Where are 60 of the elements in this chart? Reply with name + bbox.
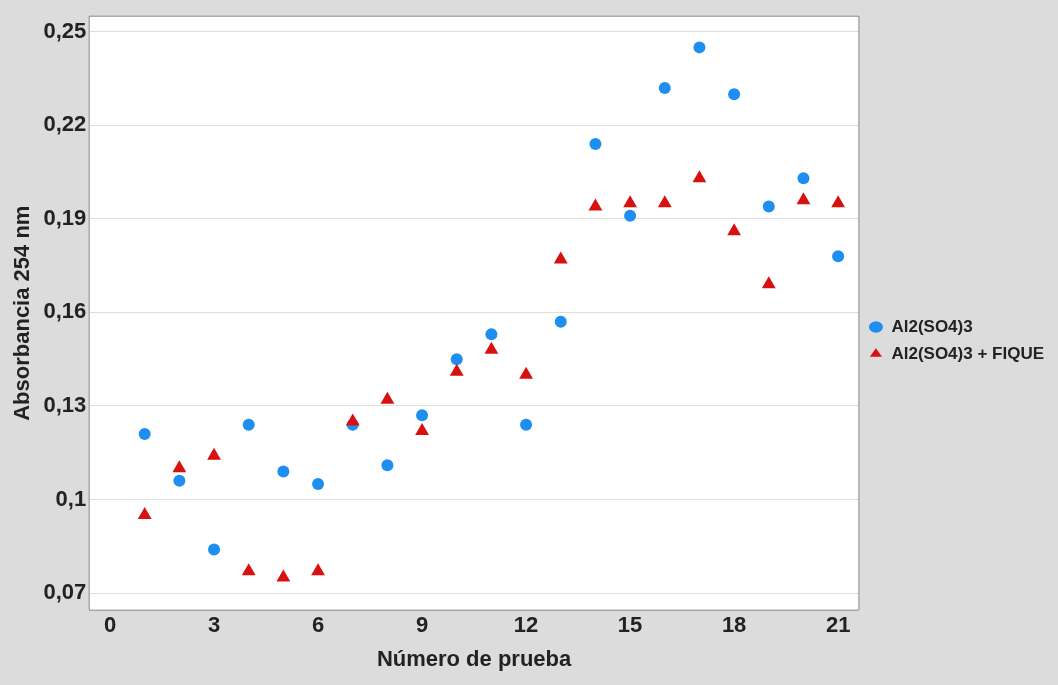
y-tick-label: 0,07 <box>43 579 87 605</box>
point <box>415 422 429 435</box>
x-tick-label: 21 <box>825 612 851 638</box>
point <box>380 391 395 404</box>
x-tick-label: 12 <box>513 612 539 638</box>
point <box>485 328 498 341</box>
x-axis-title: Número de prueba <box>376 645 573 671</box>
point <box>554 315 567 328</box>
y-tick-label: 0,19 <box>43 204 87 230</box>
point <box>797 172 810 185</box>
y-tick-label: 0,1 <box>55 485 87 511</box>
point <box>588 198 603 211</box>
x-tick-label: 18 <box>721 612 747 638</box>
point <box>623 195 638 208</box>
x-tick-label: 15 <box>617 612 643 638</box>
x-tick-label: 9 <box>415 612 429 638</box>
x-tick-label: 6 <box>311 612 325 638</box>
point <box>520 418 533 431</box>
point <box>138 428 151 441</box>
point <box>589 138 602 151</box>
x-tick-label: 3 <box>207 612 221 638</box>
point <box>345 413 360 426</box>
point <box>727 223 742 236</box>
point <box>692 170 707 183</box>
point <box>312 477 325 490</box>
point <box>450 353 463 366</box>
legend-label: Al2(SO4)3 + FIQUE <box>891 343 1045 363</box>
point <box>553 251 568 264</box>
point <box>693 41 706 54</box>
point <box>624 209 637 222</box>
point <box>241 563 256 576</box>
point <box>416 409 429 422</box>
legend-label: Al2(SO4)3 <box>891 316 973 336</box>
y-tick-label: 0,16 <box>43 298 87 324</box>
point <box>207 447 221 460</box>
point <box>173 474 186 487</box>
point <box>728 88 741 101</box>
point <box>762 200 775 213</box>
y-tick-label: 0,22 <box>43 111 87 137</box>
point <box>658 81 671 94</box>
point <box>832 250 845 263</box>
point <box>242 418 255 431</box>
point <box>519 366 534 379</box>
point <box>208 543 221 556</box>
point <box>484 341 499 354</box>
point <box>311 563 325 576</box>
point <box>277 465 290 478</box>
x-tick-label: 0 <box>103 612 117 638</box>
point <box>657 195 672 208</box>
y-tick-label: 0,25 <box>43 17 87 43</box>
point <box>381 459 394 472</box>
point <box>831 195 846 208</box>
y-tick-label: 0,13 <box>43 392 87 418</box>
point <box>796 192 811 205</box>
point <box>276 569 291 582</box>
point <box>449 363 464 376</box>
point <box>761 276 776 289</box>
point <box>137 507 152 520</box>
point <box>172 460 187 473</box>
y-axis-title: Absorbancia 254 nm <box>9 205 35 421</box>
